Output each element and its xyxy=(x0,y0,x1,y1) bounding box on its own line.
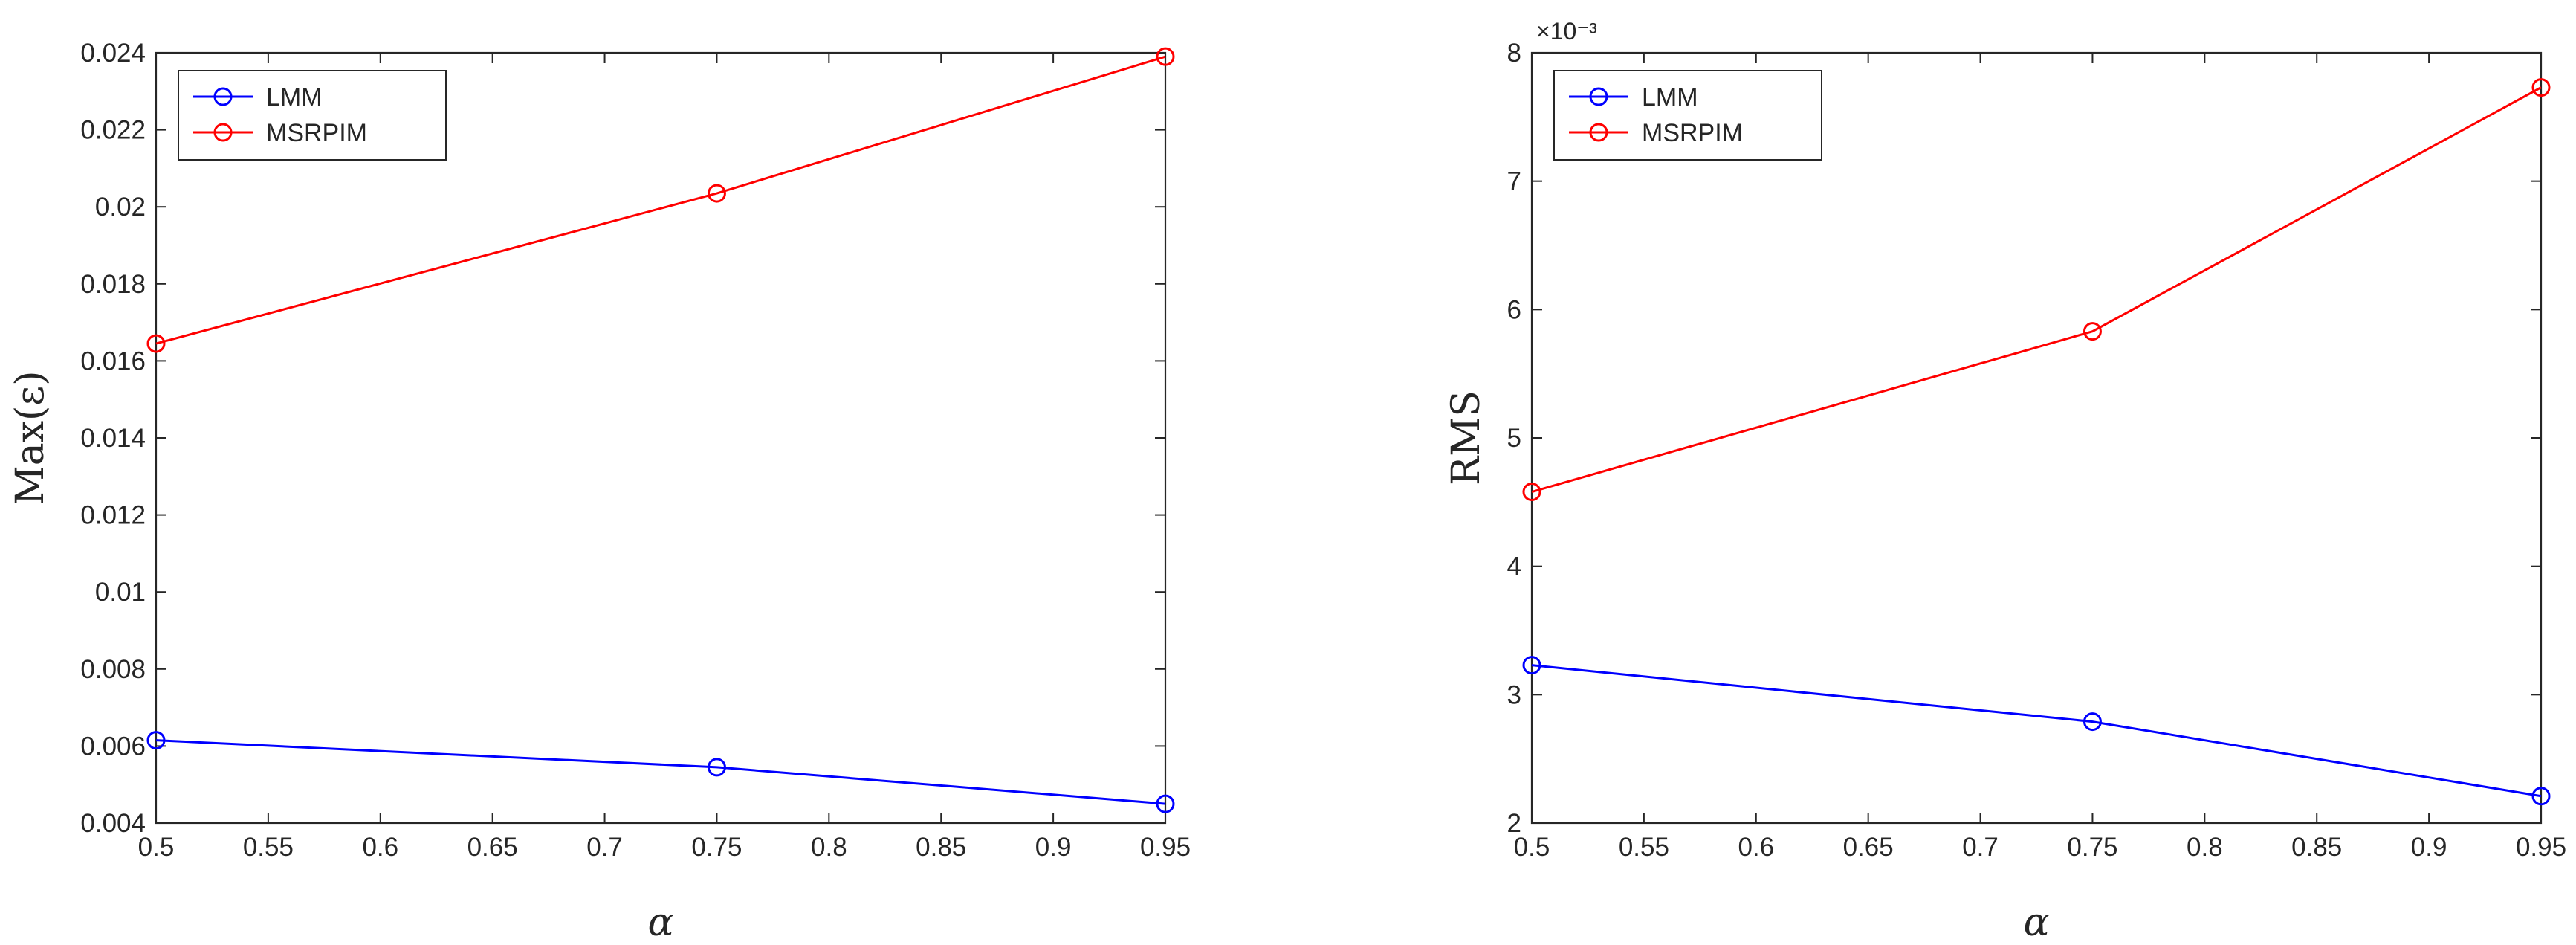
legend-entry-label: MSRPIM xyxy=(266,119,367,147)
x-tick-label: 0.55 xyxy=(243,833,294,862)
x-tick-label: 0.7 xyxy=(586,833,623,862)
y-axis-label: RMS xyxy=(1444,390,1489,486)
y-exponent-label: ×10⁻³ xyxy=(1536,18,1597,45)
series-line-lmm xyxy=(1531,664,2542,798)
data-point-lmm xyxy=(146,731,166,750)
x-tick-label: 0.95 xyxy=(2516,833,2566,862)
x-axis-label: α xyxy=(2023,900,2049,945)
legend-box xyxy=(178,70,447,161)
y-tick-label: 8 xyxy=(1507,39,1521,68)
y-tick-label: 0.006 xyxy=(80,732,146,761)
legend-box xyxy=(1553,70,1822,161)
legend-entry-label: MSRPIM xyxy=(1642,119,1743,147)
legend: LMM MSRPIM xyxy=(1553,70,1822,161)
x-tick-label: 0.8 xyxy=(2187,833,2223,862)
x-tick-label: 0.55 xyxy=(1619,833,1669,862)
series-line-lmm xyxy=(155,739,1166,805)
data-point-lmm xyxy=(1156,794,1175,813)
y-tick-label: 4 xyxy=(1507,552,1521,581)
x-tick-label: 0.65 xyxy=(467,833,518,862)
data-point-msrpim xyxy=(707,184,726,203)
chart-max-error: 0.5 0.55 0.6 0.65 0.7 0.75 0.8 0.85 0.9 0.95 0.004… xyxy=(8,39,1191,945)
y-tick-label: 0.022 xyxy=(80,116,146,145)
data-point-msrpim xyxy=(1522,483,1541,502)
series-line-msrpim xyxy=(155,55,1166,345)
series-lmm xyxy=(146,731,1175,813)
x-tick-label: 0.75 xyxy=(691,833,742,862)
x-axis-label: α xyxy=(647,900,673,945)
legend-entry-label: LMM xyxy=(266,83,323,112)
y-tick-label: 2 xyxy=(1507,809,1521,838)
data-point-msrpim xyxy=(146,334,166,353)
y-tick-label: 0.02 xyxy=(95,193,146,222)
x-tick-label: 0.65 xyxy=(1843,833,1894,862)
y-tick-label: 0.004 xyxy=(80,809,146,838)
y-tick-label: 0.014 xyxy=(80,424,146,453)
y-tick-label: 0.012 xyxy=(80,501,146,530)
x-tick-label: 0.85 xyxy=(916,833,966,862)
x-tick-label: 0.75 xyxy=(2067,833,2117,862)
y-axis-label: Max(ε) xyxy=(8,370,53,505)
legend-swatch-marker xyxy=(1589,87,1608,106)
y-tick-label: 6 xyxy=(1507,295,1521,324)
x-tick-label: 0.95 xyxy=(1140,833,1191,862)
legend-swatch-marker xyxy=(213,87,233,106)
data-point-msrpim xyxy=(2531,78,2551,97)
x-tick-label: 0.85 xyxy=(2291,833,2342,862)
legend: LMM MSRPIM xyxy=(178,70,447,161)
y-tick-label: 7 xyxy=(1507,167,1521,196)
data-point-lmm xyxy=(2531,787,2551,806)
data-point-lmm xyxy=(1522,656,1541,675)
y-tick-label: 0.008 xyxy=(80,655,146,684)
legend-swatch-marker xyxy=(1589,123,1608,142)
series-msrpim xyxy=(146,47,1175,353)
plot-area xyxy=(155,51,1167,825)
series-msrpim xyxy=(1522,78,2551,502)
y-tick-label: 0.01 xyxy=(95,578,146,607)
x-tick-label: 0.9 xyxy=(1035,833,1072,862)
x-tick-label: 0.6 xyxy=(362,833,398,862)
data-point-lmm xyxy=(707,758,726,777)
legend-swatch-marker xyxy=(213,123,233,142)
x-tick-label: 0.6 xyxy=(1738,833,1774,862)
y-tick-label: 5 xyxy=(1507,424,1521,453)
x-tick-label: 0.8 xyxy=(811,833,847,862)
data-point-msrpim xyxy=(2083,322,2102,341)
x-tick-label: 0.5 xyxy=(138,833,175,862)
chart-rms: 0.5 0.55 0.6 0.65 0.7 0.75 0.8 0.85 0.9 0.95 2 3 4 5 6… xyxy=(1444,18,2566,945)
x-tick-label: 0.7 xyxy=(1962,833,1999,862)
y-tick-label: 0.024 xyxy=(80,39,146,68)
x-tick-label: 0.9 xyxy=(2411,833,2447,862)
y-tick-label: 3 xyxy=(1507,680,1521,709)
data-point-msrpim xyxy=(1156,47,1175,66)
data-point-lmm xyxy=(2083,712,2102,732)
y-tick-label: 0.018 xyxy=(80,270,146,299)
plot-area xyxy=(1530,51,2543,825)
series-lmm xyxy=(1522,656,2551,806)
series-line-msrpim xyxy=(1531,86,2542,493)
y-tick-label: 0.016 xyxy=(80,346,146,375)
legend-entry-label: LMM xyxy=(1642,83,1698,112)
x-tick-label: 0.5 xyxy=(1514,833,1550,862)
